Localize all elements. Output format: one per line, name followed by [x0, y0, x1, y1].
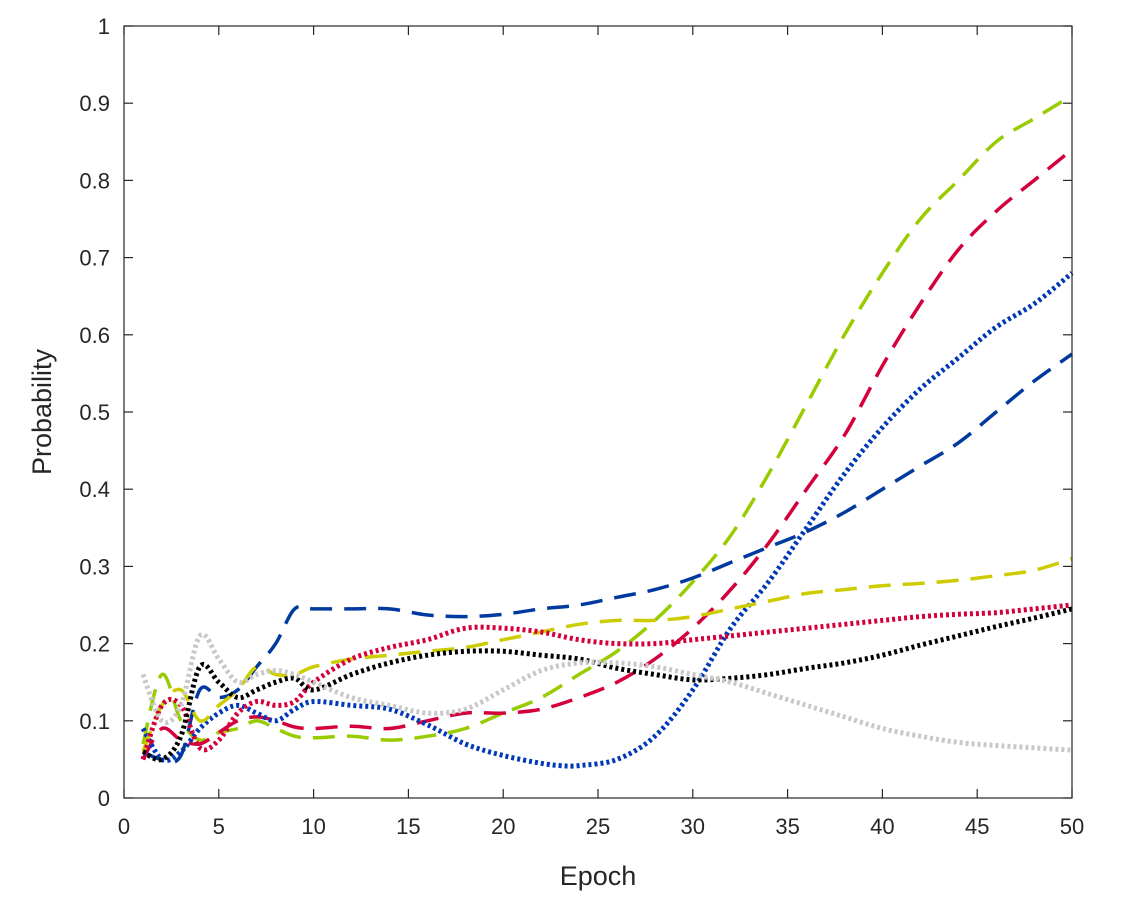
series-layer	[140, 94, 1074, 769]
y-tick-label: 0.7	[79, 246, 110, 271]
y-tick-label: 0.4	[79, 477, 110, 502]
x-tick-label: 40	[870, 814, 894, 839]
x-axis-label: Epoch	[560, 861, 637, 891]
x-tick-label: 20	[491, 814, 515, 839]
y-tick-label: 0.5	[79, 400, 110, 425]
y-tick-label: 0.6	[79, 323, 110, 348]
x-tick-label: 5	[213, 814, 225, 839]
series-line-black-dotted	[141, 606, 1073, 763]
y-tick-label: 0.8	[79, 168, 110, 193]
x-tick-label: 50	[1060, 814, 1084, 839]
x-tick-label: 0	[118, 814, 130, 839]
series-line-yellow-dashed	[141, 557, 1073, 753]
y-tick-label: 0.3	[79, 554, 110, 579]
series-line-green-dashed	[141, 94, 1073, 745]
x-tick-label: 15	[396, 814, 420, 839]
y-tick-label: 1	[98, 14, 110, 39]
y-tick-label: 0	[98, 786, 110, 811]
x-tick-label: 25	[586, 814, 610, 839]
x-tick-label: 35	[775, 814, 799, 839]
plot-area	[124, 26, 1072, 798]
series-line-gray-dotted	[140, 631, 1073, 753]
y-tick-label: 0.1	[79, 709, 110, 734]
series-line-blue-dotted	[140, 271, 1074, 769]
series-line-crimson-dotted	[140, 602, 1073, 761]
x-tick-label: 45	[965, 814, 989, 839]
y-axis-label: Probability	[27, 348, 57, 475]
y-tick-label: 0.2	[79, 632, 110, 657]
series-line-red-dashed	[141, 148, 1074, 761]
y-tick-label: 0.9	[79, 91, 110, 116]
x-tick-label: 10	[301, 814, 325, 839]
y-axis-ticks: 0 0.1 0.2 0.3 0.4 0.5 0.6 0.7 0.8 0.9 1	[79, 14, 1072, 811]
x-tick-label: 30	[681, 814, 705, 839]
x-axis-ticks: 0 5 10 15 20 25 30 35 40 45 50	[118, 26, 1084, 839]
series-line-navy-dashed	[142, 352, 1074, 764]
